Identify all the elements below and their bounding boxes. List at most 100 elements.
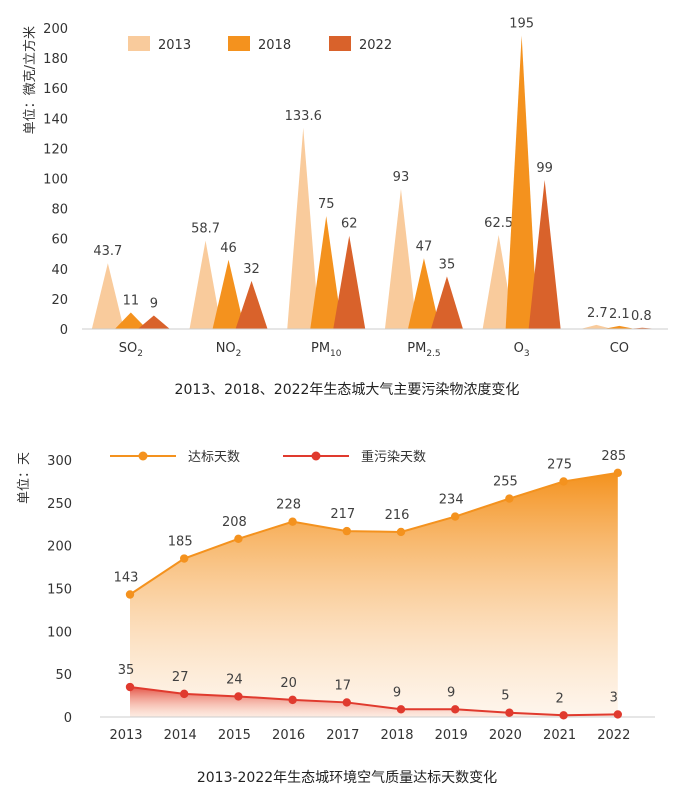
x-tick-label-SO2: SO2 [119,341,143,359]
data-label-达标天数-2022: 285 [601,449,626,464]
point-达标天数-2015 [234,534,243,544]
peak-2018-O3 [505,35,538,330]
y-tick-label: 200 [43,22,68,37]
x-tick-label-PM2.5: PM2.5 [407,341,440,359]
y-tick-label: 250 [47,497,72,512]
series-line-达标天数 [129,471,618,596]
point-重污染天数-2016 [288,695,297,705]
x-tick-base: NO [216,341,236,356]
legend-swatch-2018 [228,36,250,51]
y-tick-label: 20 [51,293,68,308]
data-label-重污染天数-2020: 5 [501,689,509,704]
legend-swatch-2013 [128,36,150,51]
x-tick-label: 2022 [597,728,630,743]
peak-2022-NO2 [235,280,268,329]
point-达标天数-2021 [559,477,568,486]
data-label-2022-O3: 99 [536,161,553,176]
legend-marker-达标天数 [138,451,148,461]
data-label-2022-CO: 0.8 [631,309,652,324]
area-fill-达标天数 [130,472,618,717]
legend-label-2018: 2018 [258,38,291,53]
x-tick-subscript: 10 [330,349,342,359]
y-tick-label: 180 [43,52,68,67]
data-label-2022-NO2: 32 [243,262,260,277]
legend-label-重污染天数: 重污染天数 [361,449,426,465]
data-label-重污染天数-2014: 27 [172,670,189,685]
x-tick-label: 2013 [109,728,142,743]
peak-2013-SO2 [91,263,124,329]
y-tick-label: 150 [47,583,72,598]
air-quality-chart-xaxis: 2013 2014 2015 2016 2017 2018 2019 2020 2021 2022 [109,728,630,743]
data-label-2018-SO2: 11 [123,293,140,308]
pollutant-chart-legend: 2013 2018 2022 [128,36,392,53]
point-达标天数-2019 [451,512,460,521]
legend-label-2013: 2013 [158,38,191,53]
air-quality-chart-yaxis: 0 50 100 150 200 250 300 [47,454,72,726]
data-label-2018-NO2: 46 [220,241,237,256]
y-tick-label: 100 [47,625,72,640]
x-tick-base: PM [407,341,426,356]
data-label-重污染天数-2018: 9 [393,685,401,700]
data-label-2018-CO: 2.1 [609,307,630,322]
x-tick-label: 2017 [326,728,359,743]
y-tick-label: 0 [60,323,68,338]
point-重污染天数-2020 [505,708,514,717]
data-label-2022-SO2: 9 [150,296,158,311]
peak-2022-PM10 [333,235,366,329]
y-tick-label: 200 [47,540,72,555]
y-tick-label: 80 [51,203,68,218]
data-label-2022-PM2.5: 35 [439,257,456,272]
x-tick-label-PM10: PM10 [311,341,342,359]
data-label-2013-PM10: 133.6 [285,109,322,124]
legend-label-2022: 2022 [359,38,392,53]
data-label-达标天数-2018: 216 [385,508,410,523]
peak-2018-PM10 [310,216,343,329]
data-label-达标天数-2021: 275 [547,457,572,472]
point-达标天数-2018 [396,527,406,537]
legend-label-达标天数: 达标天数 [188,450,240,465]
x-tick-label: 2015 [218,728,251,743]
x-tick-label: 2018 [380,728,413,743]
peak-2013-NO2 [189,240,222,329]
data-label-达标天数-2014: 185 [168,535,193,550]
y-tick-label: 140 [43,112,68,127]
data-label-2013-SO2: 43.7 [93,244,122,259]
pollutant-chart-yaxis: 0 20 40 60 80 100 120 140 160 180 200 [43,22,68,338]
x-tick-label: 2016 [272,728,305,743]
data-label-重污染天数-2016: 20 [280,676,297,691]
peak-2018-PM2.5 [407,258,440,329]
x-tick-subscript: 3 [524,349,530,359]
x-tick-label: 2019 [435,728,468,743]
point-重污染天数-2018 [396,705,406,714]
point-重污染天数-2017 [342,698,351,707]
legend-swatch-2022 [329,36,351,51]
pollutant-chart-xaxis: SO2 NO2 PM10 PM2.5 O3 CO [119,341,629,359]
x-tick-subscript: 2 [236,349,242,359]
point-达标天数-2016 [288,517,297,526]
data-label-2013-O3: 62.5 [484,216,513,231]
peak-2018-CO [603,325,636,329]
data-label-2013-CO: 2.7 [587,306,608,321]
legend-marker-重污染天数 [311,451,321,461]
data-label-2013-PM2.5: 93 [393,170,410,185]
y-tick-label: 60 [51,233,68,248]
data-label-2018-PM2.5: 47 [416,239,433,254]
point-达标天数-2020 [505,494,514,503]
point-达标天数-2017 [342,526,351,536]
data-label-2013-NO2: 58.7 [191,222,220,237]
data-label-达标天数-2019: 234 [439,493,464,508]
air-quality-chart-ylabel: 单位：天 [17,452,32,504]
y-tick-label: 40 [51,263,68,278]
y-tick-label: 100 [43,173,68,188]
point-重污染天数-2019 [451,705,460,714]
point-重污染天数-2014 [180,689,189,699]
point-达标天数-2014 [180,554,189,563]
data-label-重污染天数-2019: 9 [447,685,455,700]
data-label-重污染天数-2013: 35 [118,663,135,678]
data-label-重污染天数-2015: 24 [226,672,243,687]
x-tick-label: 2020 [489,728,522,743]
y-tick-label: 160 [43,82,68,97]
point-重污染天数-2021 [559,711,568,720]
x-tick-base: SO [119,341,137,356]
